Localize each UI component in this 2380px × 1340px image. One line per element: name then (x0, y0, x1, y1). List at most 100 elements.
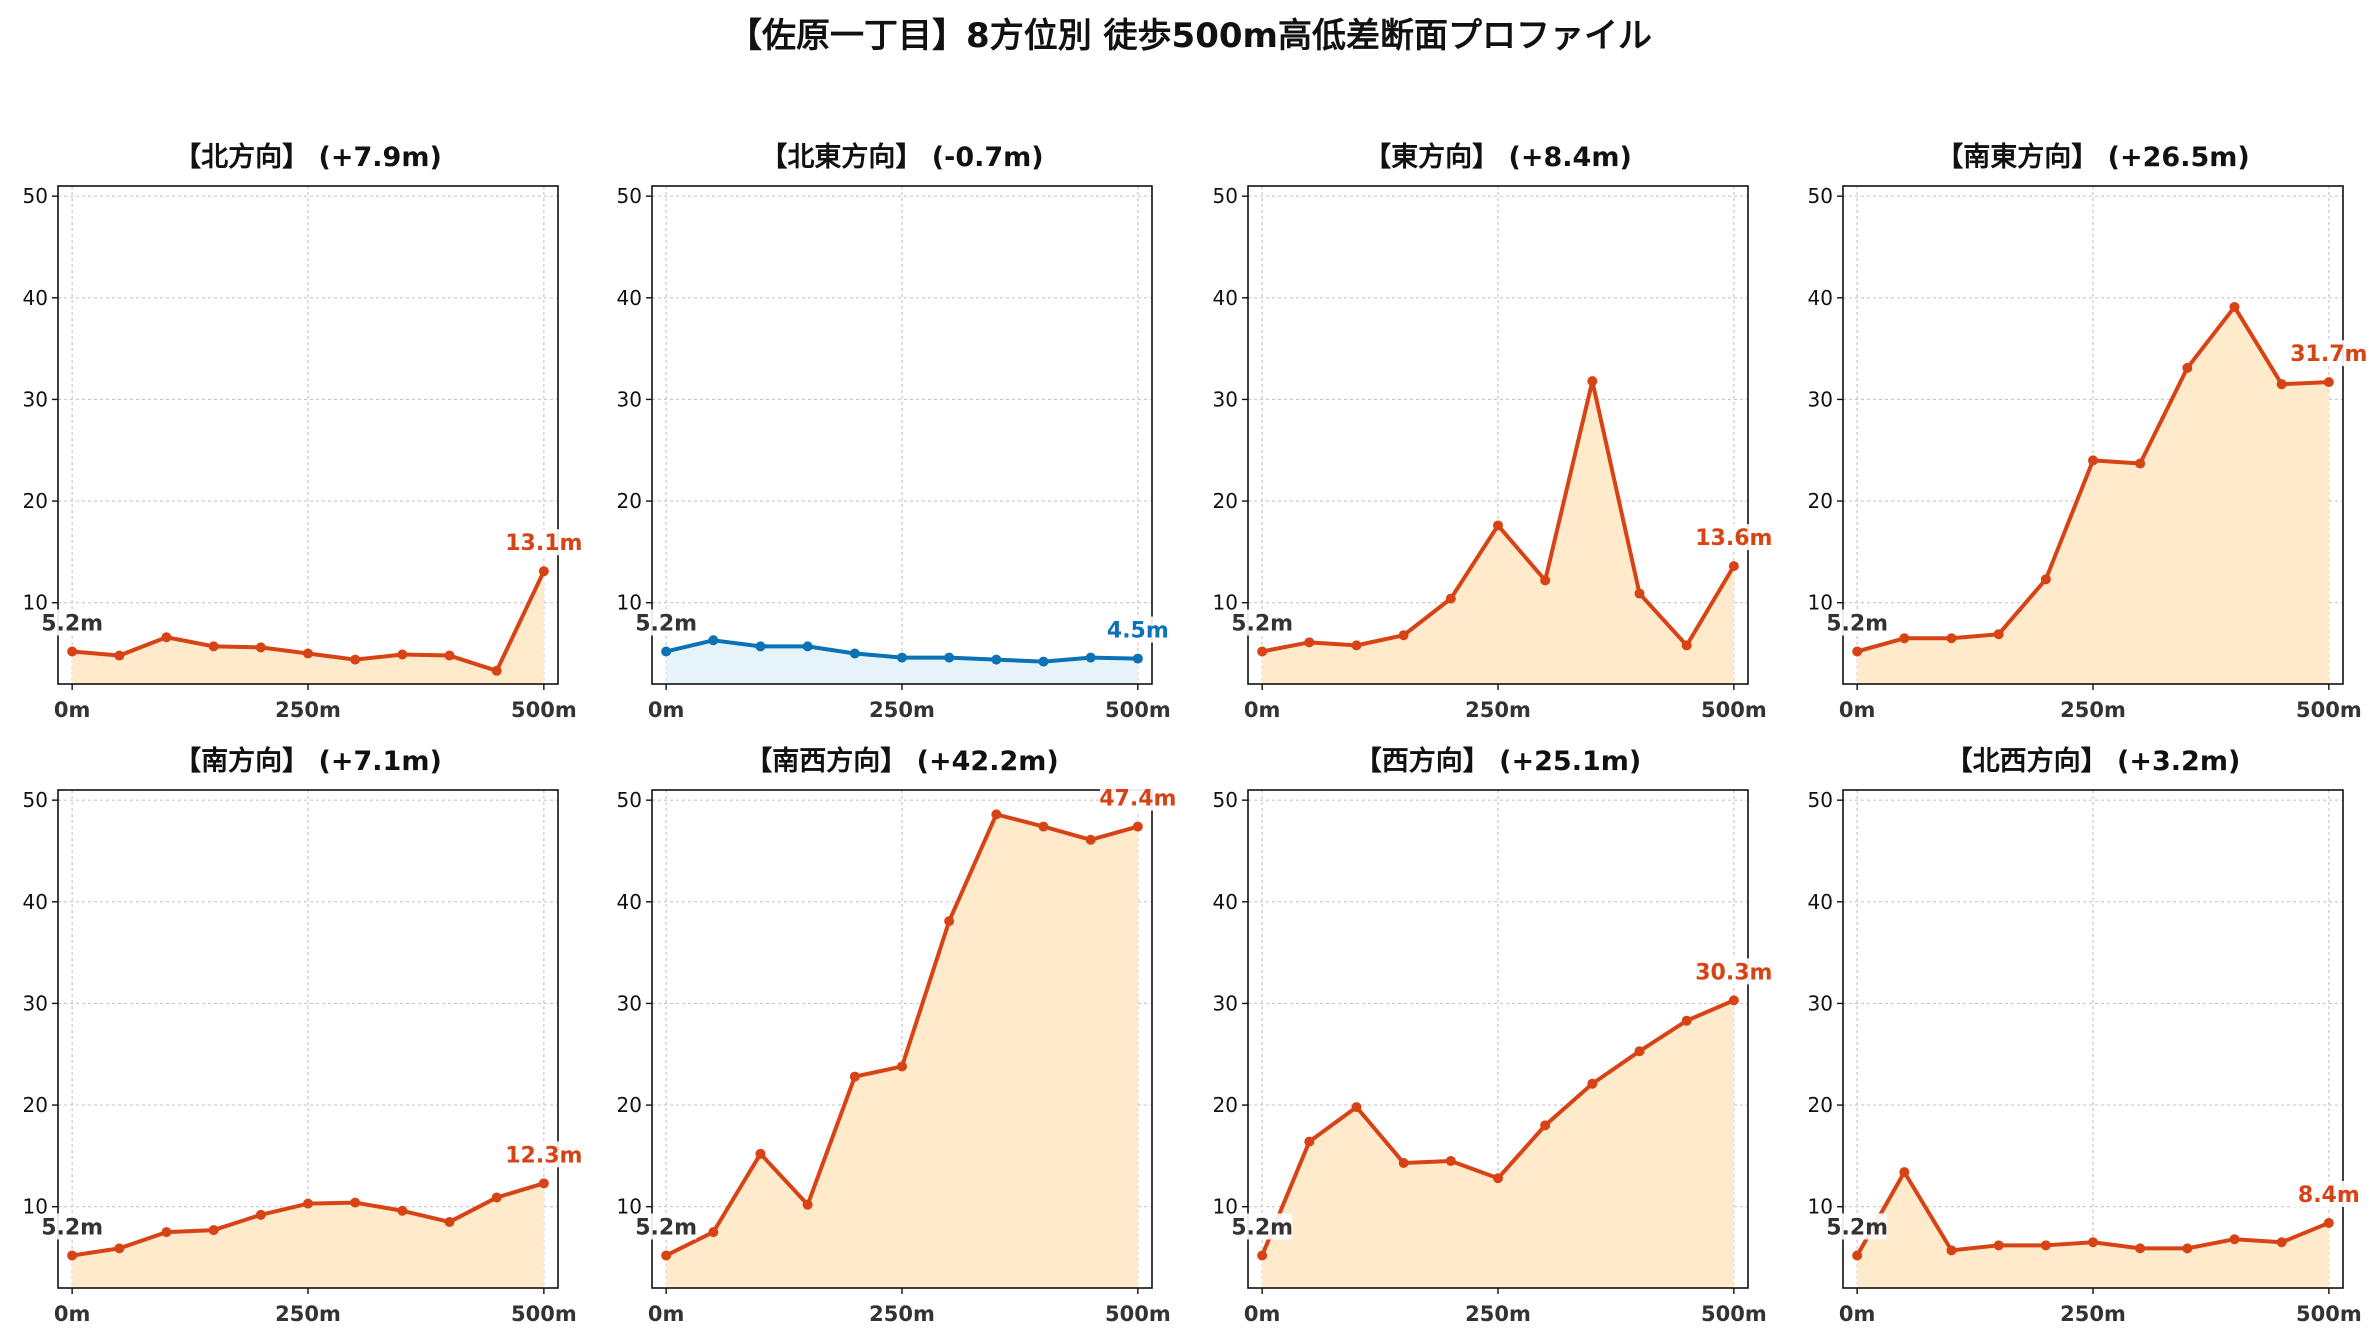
y-tick-label: 50 (23, 184, 48, 208)
end-label-bg (2290, 340, 2367, 367)
start-label-bg (1232, 1213, 1293, 1240)
elevation-point (114, 650, 125, 661)
y-tick-label: 20 (1213, 489, 1238, 513)
elevation-point (1634, 588, 1645, 599)
elevation-point (1398, 630, 1409, 641)
end-label-bg (1695, 524, 1772, 551)
elevation-point (991, 809, 1002, 820)
elevation-point (1728, 995, 1739, 1006)
elevation-point (1852, 646, 1863, 657)
elevation-point (303, 648, 313, 659)
elevation-point (1852, 1250, 1863, 1261)
elevation-area (1857, 1172, 2329, 1288)
x-tick-label: 250m (1465, 698, 1531, 722)
elevation-point (1899, 1167, 1910, 1178)
elevation-point (944, 916, 955, 927)
y-tick-label: 20 (1808, 1093, 1833, 1117)
elevation-point (1257, 646, 1268, 657)
end-elevation-label: 13.1m (505, 531, 582, 556)
elevation-point (661, 1250, 672, 1261)
elevation-point (1445, 593, 1456, 604)
end-elevation-label: 30.3m (1695, 960, 1772, 985)
elevation-point (708, 635, 719, 646)
end-label-bg (505, 529, 582, 556)
y-tick-label: 40 (1213, 890, 1238, 914)
y-tick-label: 50 (1213, 788, 1238, 812)
panel-title: 【東方向】 (+8.4m) (1364, 141, 1632, 173)
elevation-point (897, 652, 907, 663)
end-elevation-label: 31.7m (2290, 342, 2367, 367)
elevation-point (2323, 1217, 2334, 1228)
elevation-point (1946, 633, 1957, 644)
start-elevation-label: 5.2m (1231, 1215, 1293, 1240)
elevation-point (1132, 653, 1143, 664)
y-tick-label: 50 (1808, 788, 1833, 812)
y-tick-label: 20 (1213, 1093, 1238, 1117)
elevation-point (1493, 520, 1503, 531)
elevation-point (802, 1199, 813, 1210)
elevation-point (802, 641, 813, 652)
y-tick-label: 40 (23, 286, 48, 310)
elevation-point (397, 649, 408, 660)
elevation-point (1946, 1245, 1957, 1256)
start-label-bg (1232, 609, 1293, 636)
elevation-point (1540, 575, 1551, 586)
y-tick-label: 40 (617, 286, 642, 310)
elevation-point (161, 1227, 172, 1238)
elevation-point (1728, 561, 1739, 572)
elevation-point (491, 1192, 502, 1203)
elevation-point (208, 1225, 219, 1236)
start-label-bg (42, 609, 103, 636)
elevation-area (666, 814, 1138, 1288)
elevation-point (1993, 1240, 2004, 1251)
y-tick-label: 30 (23, 387, 48, 411)
elevation-area (72, 1183, 544, 1288)
y-tick-label: 30 (617, 387, 642, 411)
elevation-point (2040, 1240, 2051, 1251)
elevation-point (2229, 1234, 2240, 1245)
elevation-point (2040, 574, 2051, 585)
start-label-bg (636, 609, 697, 636)
elevation-point (397, 1205, 408, 1216)
end-elevation-label: 8.4m (2298, 1183, 2360, 1208)
y-tick-label: 20 (617, 1093, 642, 1117)
end-label-bg (1099, 616, 1176, 643)
x-tick-label: 250m (275, 1302, 341, 1326)
end-elevation-label: 12.3m (505, 1143, 582, 1168)
start-label-bg (42, 1213, 103, 1240)
x-tick-label: 0m (54, 1302, 91, 1326)
end-label-bg (1695, 958, 1772, 985)
elevation-point (991, 654, 1002, 665)
x-tick-label: 500m (2296, 1302, 2362, 1326)
elevation-point (67, 1250, 78, 1261)
elevation-point (1257, 1250, 1268, 1261)
x-tick-label: 250m (2060, 1302, 2126, 1326)
x-tick-label: 0m (648, 698, 685, 722)
panel-title: 【西方向】 (+25.1m) (1355, 745, 1641, 777)
elevation-point (2088, 455, 2098, 466)
elevation-point (1304, 637, 1315, 648)
elevation-point (444, 650, 455, 661)
elevation-point (255, 1209, 266, 1220)
elevation-point (1681, 640, 1692, 651)
x-tick-label: 500m (1105, 1302, 1171, 1326)
elevation-point (1038, 821, 1049, 832)
y-tick-label: 50 (23, 788, 48, 812)
elevation-point (2276, 1237, 2287, 1248)
x-tick-label: 250m (869, 1302, 935, 1326)
start-elevation-label: 5.2m (635, 611, 697, 636)
start-elevation-label: 5.2m (1231, 611, 1293, 636)
y-tick-label: 50 (617, 788, 642, 812)
y-tick-label: 30 (23, 991, 48, 1015)
y-tick-label: 30 (617, 991, 642, 1015)
elevation-area (1262, 1000, 1734, 1288)
panel-title: 【北方向】 (+7.9m) (174, 141, 442, 173)
elevation-point (1587, 1078, 1598, 1089)
elevation-point (538, 1178, 549, 1189)
elevation-point (1351, 640, 1362, 651)
